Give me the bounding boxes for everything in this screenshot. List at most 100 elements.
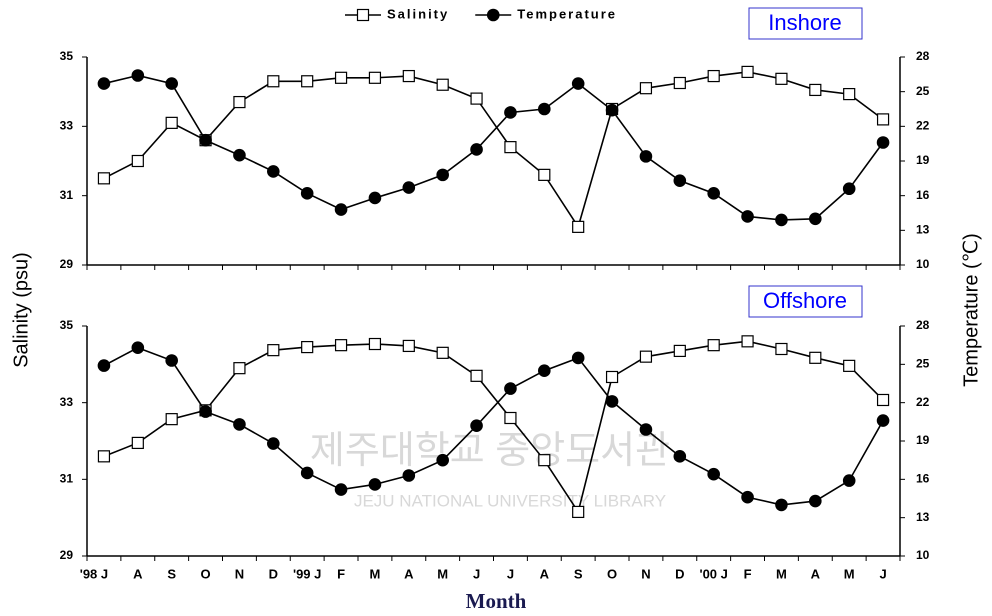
marker [775,498,788,512]
marker [842,182,856,196]
marker [368,337,382,351]
marker [843,87,856,101]
marker [97,172,111,185]
marker [368,191,382,205]
marker [165,354,178,367]
x-tick-label: N [641,566,650,581]
marker [639,350,653,363]
x-tick-label: O [607,566,617,581]
series-line [103,340,884,514]
x-tick-label: J [879,566,886,581]
marker [538,364,551,378]
panel-label: Offshore [763,288,847,313]
marker [639,82,653,95]
marker [334,203,348,216]
marker [436,346,449,359]
x-tick-label: A [133,566,143,581]
marker [267,165,280,178]
marker [131,341,145,355]
y2-tick-label: 19 [916,433,930,447]
y-tick-label: 31 [60,472,74,486]
marker [356,8,370,22]
y2-tick-label: 16 [916,472,930,486]
panel-label-box [748,285,863,318]
series-line [103,346,884,506]
y2-tick-label: 19 [916,153,930,167]
marker [605,370,619,384]
marker [402,339,415,353]
marker [199,133,212,147]
legend-label: Salinity [387,6,449,21]
marker [741,490,754,504]
y2-tick-label: 28 [916,318,930,332]
marker [334,71,348,84]
y2-tick-label: 28 [916,49,930,63]
marker [639,150,653,163]
watermark: 제주대학교 중앙도서관 [310,430,670,472]
marker [707,467,720,481]
marker [267,344,280,357]
x-tick-label: F [744,566,752,581]
marker [402,469,416,482]
x-tick-label: '99 J [293,566,321,581]
marker [775,72,788,85]
marker [639,423,653,436]
marker [267,437,280,450]
marker [842,474,856,487]
marker [741,65,754,79]
marker [334,339,348,352]
marker [673,344,686,358]
x-tick-label: J [473,566,480,581]
marker [470,419,483,432]
x-tick-label: M [370,566,381,581]
marker [436,78,449,91]
marker [436,168,449,182]
y-tick-label: 29 [60,548,74,562]
marker [809,494,822,508]
y2-tick-label: 10 [916,257,930,271]
marker [131,154,144,168]
marker [301,340,314,354]
panel-label-box [748,7,863,40]
y2-tick-label: 25 [916,357,930,371]
y-tick-label: 35 [60,49,74,63]
x-axis-label: Month [466,589,527,613]
x-tick-label: A [540,566,550,581]
marker [707,187,720,200]
marker [199,405,212,418]
x-tick-label: S [167,566,176,581]
marker [809,351,822,364]
marker [97,359,111,372]
marker [673,76,686,90]
marker [741,335,754,348]
watermark: JEJU NATIONAL UNIVERSITY LIBRARY [354,491,666,510]
marker [605,103,619,117]
y-tick-label: 33 [60,119,74,133]
marker [605,395,619,408]
marker [809,83,822,97]
marker [571,351,585,365]
marker [486,8,500,22]
marker [470,92,483,105]
x-tick-label: D [269,566,278,581]
marker [301,75,314,88]
x-tick-label: O [201,566,211,581]
x-tick-label: M [437,566,448,581]
y2-tick-label: 25 [916,84,930,98]
x-tick-label: M [844,566,855,581]
marker [876,393,890,407]
x-tick-label: F [337,566,345,581]
marker [267,75,280,88]
marker [97,77,111,90]
x-tick-label: '00 J [699,566,727,581]
y2-tick-label: 22 [916,119,930,133]
marker [572,505,585,519]
marker [538,454,551,467]
marker [876,113,890,126]
marker [809,212,822,226]
x-tick-label: '98 J [80,566,108,581]
x-tick-label: M [776,566,787,581]
panel-label: Inshore [768,10,841,35]
y-tick-label: 31 [60,188,74,202]
marker [233,95,246,109]
